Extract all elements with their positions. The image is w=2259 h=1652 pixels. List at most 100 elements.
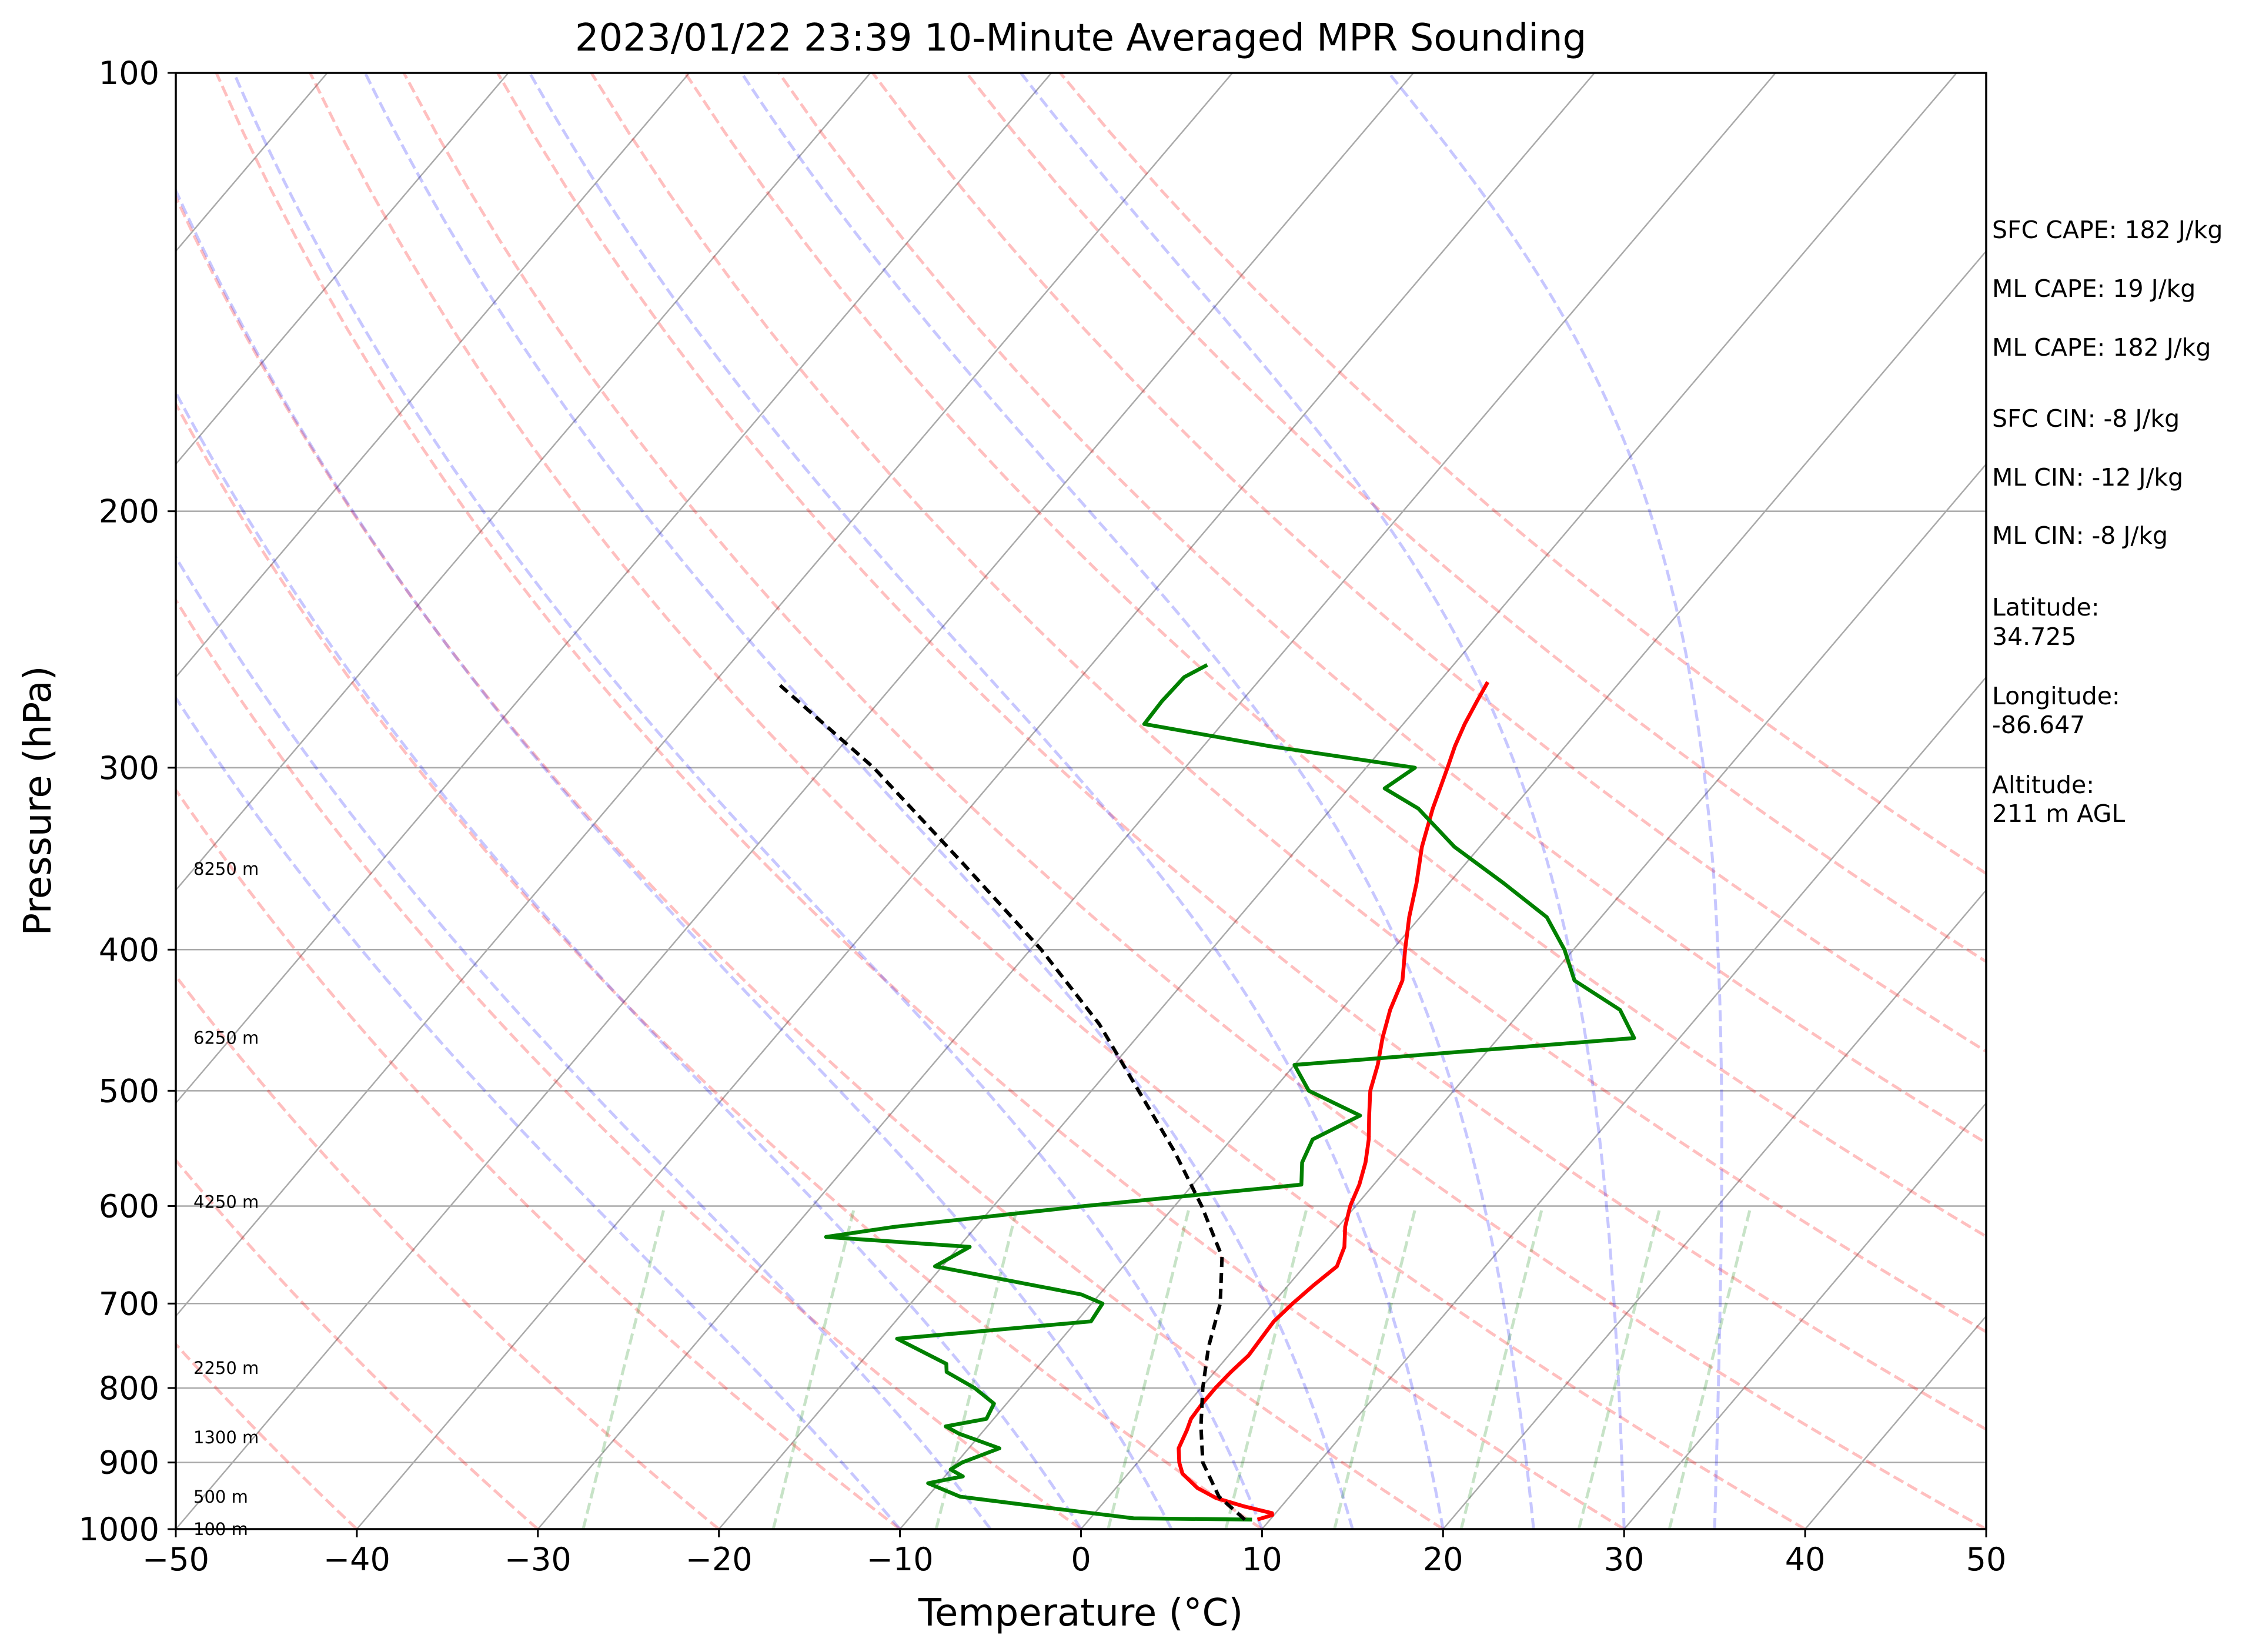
y-tick-label: 1000	[79, 1511, 159, 1548]
dry-adiabat-line	[215, 73, 1625, 1529]
dry-adiabat-line	[176, 1342, 358, 1529]
isotherm-line	[176, 73, 1414, 1529]
x-tick-label: −50	[142, 1541, 209, 1578]
stat-annotation: 211 m AGL	[1992, 800, 2125, 828]
y-tick-label: 200	[99, 493, 159, 530]
stat-annotation: SFC CIN: -8 J/kg	[1992, 404, 2180, 433]
height-marker-label: 6250 m	[193, 1028, 259, 1048]
isotherm-line	[1442, 889, 1986, 1529]
dry-adiabat-line	[777, 73, 1986, 1145]
mixing-ratio-line	[1224, 1205, 1309, 1529]
stat-annotation: -86.647	[1992, 711, 2085, 739]
temperature-profile-line	[1177, 681, 1490, 1521]
moist-adiabat-line	[176, 554, 992, 1529]
moist-adiabat-line	[363, 73, 1354, 1529]
sounding-stats-panel: SFC CAPE: 182 J/kg ML CAPE: 19 J/kg ML CAP…	[1992, 216, 2223, 828]
height-marker-label: 4250 m	[193, 1192, 259, 1212]
height-marker-label: 500 m	[193, 1487, 248, 1507]
x-tick-label: −40	[323, 1541, 390, 1578]
plot-grid	[176, 73, 1986, 1529]
dry-adiabat-line	[176, 193, 1444, 1529]
dewpoint-profile-line	[824, 663, 1636, 1521]
isotherm-line	[1080, 463, 1986, 1529]
y-tick-label: 100	[99, 55, 159, 92]
dry-adiabat-line	[496, 73, 1986, 1432]
chart-title: 2023/01/22 23:39 10-Minute Averaged MPR …	[575, 16, 1586, 60]
stat-annotation: SFC CAPE: 182 J/kg	[1992, 216, 2223, 244]
axis-ticks: −50 −40 −30 −20 −10 0 10 20 30 40 50 1000 900 800 700 6…	[79, 55, 2007, 1578]
stat-annotation: ML CIN: -12 J/kg	[1992, 463, 2183, 491]
stat-annotation: Longitude:	[1992, 682, 2120, 710]
dry-adiabat-line	[176, 974, 720, 1529]
y-tick-label: 800	[99, 1370, 159, 1407]
mixing-ratio-line	[1107, 1205, 1191, 1529]
dry-adiabat-line	[684, 73, 1986, 1239]
isotherm-line	[1261, 675, 1986, 1529]
height-marker-label: 8250 m	[193, 859, 259, 879]
dry-adiabat-line	[965, 73, 1986, 964]
y-tick-label: 400	[99, 931, 159, 968]
isotherm-line	[176, 73, 871, 892]
height-marker-label: 100 m	[193, 1519, 248, 1539]
dry-adiabat-line	[309, 73, 1806, 1529]
stat-annotation: ML CIN: -8 J/kg	[1992, 521, 2168, 550]
moist-adiabat-line	[1020, 73, 1626, 1529]
x-tick-label: 20	[1423, 1541, 1463, 1578]
stat-annotation: 34.725	[1992, 623, 2076, 651]
mixing-ratio-line	[1577, 1205, 1662, 1529]
x-tick-label: 10	[1242, 1541, 1282, 1578]
stat-annotation: Latitude:	[1992, 593, 2100, 621]
moist-adiabat-line	[176, 187, 1173, 1529]
dry-adiabat-line	[176, 1158, 539, 1529]
x-tick-label: 0	[1071, 1541, 1091, 1578]
x-tick-label: −20	[686, 1541, 753, 1578]
dry-adiabat-line	[402, 73, 1986, 1529]
x-tick-label: 40	[1785, 1541, 1826, 1578]
x-tick-label: −10	[867, 1541, 934, 1578]
isotherm-line	[176, 73, 1052, 1105]
dry-adiabat-line	[1059, 73, 1986, 875]
x-tick-label: −30	[504, 1541, 572, 1578]
mixing-ratio-line	[771, 1205, 857, 1529]
isotherm-line	[718, 73, 1957, 1529]
mixing-ratio-line	[582, 1205, 666, 1529]
x-tick-label: 30	[1604, 1541, 1645, 1578]
isotherm-line	[176, 73, 690, 678]
dry-adiabat-line	[590, 73, 1986, 1334]
isotherm-line	[176, 73, 1234, 1317]
plot-series	[775, 663, 1636, 1521]
y-tick-label: 600	[99, 1188, 159, 1225]
height-marker-label: 1300 m	[193, 1427, 259, 1447]
moist-adiabat-line	[176, 389, 1082, 1529]
y-tick-label: 700	[99, 1285, 159, 1322]
isotherm-line	[537, 73, 1776, 1529]
moist-adiabat-line	[232, 73, 1264, 1529]
x-axis-label: Temperature (°C)	[918, 1591, 1243, 1635]
y-tick-label: 900	[99, 1444, 159, 1482]
moist-adiabat-line	[1387, 73, 1723, 1529]
y-tick-label: 500	[99, 1072, 159, 1109]
dry-adiabat-line	[176, 597, 1082, 1529]
mixing-ratio-line	[1667, 1205, 1753, 1529]
mixing-ratio-line	[934, 1205, 1020, 1529]
moist-adiabat-line	[740, 73, 1535, 1529]
y-tick-label: 300	[99, 750, 159, 787]
stat-annotation: ML CAPE: 182 J/kg	[1992, 333, 2211, 362]
stat-annotation: Altitude:	[1992, 771, 2094, 799]
isotherm-line	[176, 73, 509, 466]
height-markers: 100 m 500 m 1300 m 2250 m 4250 m 6250 m 8250 m	[193, 859, 259, 1539]
mixing-ratio-line	[1459, 1205, 1545, 1529]
dry-adiabat-line	[176, 787, 901, 1529]
isotherm-line	[356, 73, 1595, 1529]
moist-adiabat-line	[176, 695, 901, 1529]
height-marker-label: 2250 m	[193, 1358, 259, 1378]
stat-annotation: ML CAPE: 19 J/kg	[1992, 275, 2195, 303]
parcel-profile-line	[775, 680, 1247, 1521]
x-tick-label: 50	[1966, 1541, 2007, 1578]
moist-adiabat-line	[528, 73, 1445, 1529]
y-axis-label: Pressure (hPa)	[16, 666, 60, 935]
mixing-ratio-line	[1333, 1205, 1418, 1529]
dry-adiabat-line	[176, 400, 1263, 1529]
